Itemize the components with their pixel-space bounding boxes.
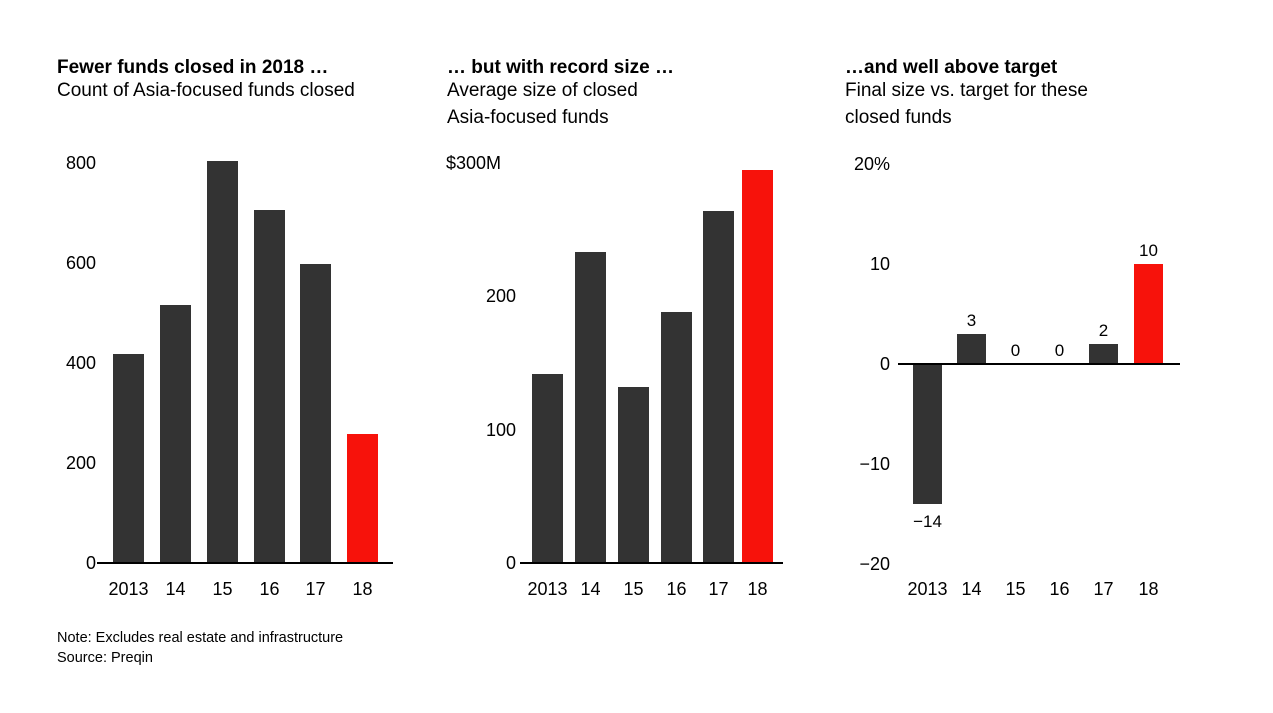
y-tick-200: 200 (65, 453, 96, 473)
value-label-16: 0 (1054, 341, 1065, 360)
x-tick-15: 15 (1005, 579, 1026, 599)
value-label-18: 10 (1139, 241, 1158, 260)
bar-2013 (532, 373, 563, 563)
bar-14 (575, 252, 606, 563)
bar-2013 (913, 364, 942, 504)
x-axis-baseline (520, 562, 783, 564)
x-tick-18: 18 (352, 579, 373, 599)
panel-3-subtitle: Final size vs. target for these closed f… (845, 77, 1088, 131)
y-tick--10: −10 (859, 454, 890, 474)
subtitle-line: closed funds (845, 107, 952, 128)
x-axis-baseline (898, 363, 1180, 365)
bar-16 (661, 312, 692, 563)
subtitle-line: Average size of closed (447, 80, 638, 101)
panel-2-subtitle: Average size of closed Asia-focused fund… (447, 77, 638, 131)
x-tick-2013: 2013 (108, 579, 149, 599)
value-label-17: 2 (1098, 321, 1109, 340)
y-tick-20: 20% (853, 154, 890, 174)
bar-15 (618, 387, 649, 563)
subtitle-line: Count of Asia-focused funds closed (57, 80, 355, 101)
x-tick-16: 16 (1049, 579, 1070, 599)
x-tick-17: 17 (708, 579, 729, 599)
y-tick-200: 200 (485, 286, 516, 307)
y-tick-0: 0 (879, 354, 890, 374)
x-axis-baseline (97, 562, 393, 564)
bar-17 (300, 264, 331, 563)
x-tick-17: 17 (305, 579, 326, 599)
bar-16 (254, 210, 285, 563)
value-label-15: 0 (1010, 341, 1021, 360)
y-tick--20: −20 (859, 554, 890, 574)
y-tick-800: 800 (65, 153, 96, 173)
y-tick-400: 400 (65, 353, 96, 373)
y-tick-10: 10 (869, 254, 890, 274)
bar-18 (1134, 264, 1163, 364)
x-tick-16: 16 (259, 579, 280, 599)
y-tick-600: 600 (65, 253, 96, 273)
x-tick-14: 14 (580, 579, 601, 599)
x-tick-14: 14 (165, 579, 186, 599)
panel-2-title: … but with record size … (447, 56, 674, 78)
source-line: Source: Preqin (57, 650, 153, 666)
footer: Note: Excludes real estate and infrastru… (57, 628, 343, 668)
footnote: Note: Excludes real estate and infrastru… (57, 630, 344, 646)
x-tick-15: 15 (623, 579, 644, 599)
bar-17 (703, 211, 734, 563)
x-tick-18: 18 (747, 579, 768, 599)
x-tick-2013: 2013 (527, 579, 568, 599)
subtitle-line: Asia-focused funds (447, 107, 609, 128)
value-label-2013: −14 (913, 512, 942, 531)
panel-3-title: …and well above target (845, 56, 1058, 78)
bar-2013 (113, 354, 144, 563)
bar-14 (160, 305, 191, 563)
y-tick-0: 0 (505, 553, 516, 573)
x-tick-16: 16 (666, 579, 687, 599)
x-tick-14: 14 (961, 579, 982, 599)
bar-18 (347, 434, 378, 563)
x-tick-18: 18 (1138, 579, 1159, 599)
bar-15 (207, 160, 238, 563)
bar-14 (957, 334, 986, 364)
x-tick-17: 17 (1093, 579, 1114, 599)
x-tick-15: 15 (212, 579, 233, 599)
bar-17 (1089, 344, 1118, 364)
subtitle-line: Final size vs. target for these (845, 80, 1088, 101)
x-tick-2013: 2013 (907, 579, 948, 599)
bar-18 (742, 169, 773, 563)
value-label-14: 3 (966, 311, 977, 330)
y-tick-300: $300M (446, 153, 502, 173)
y-tick-100: 100 (485, 419, 516, 440)
y-tick-0: 0 (85, 553, 96, 573)
panel-1-title: Fewer funds closed in 2018 … (57, 56, 329, 78)
panel-1-subtitle: Count of Asia-focused funds closed (57, 77, 355, 104)
